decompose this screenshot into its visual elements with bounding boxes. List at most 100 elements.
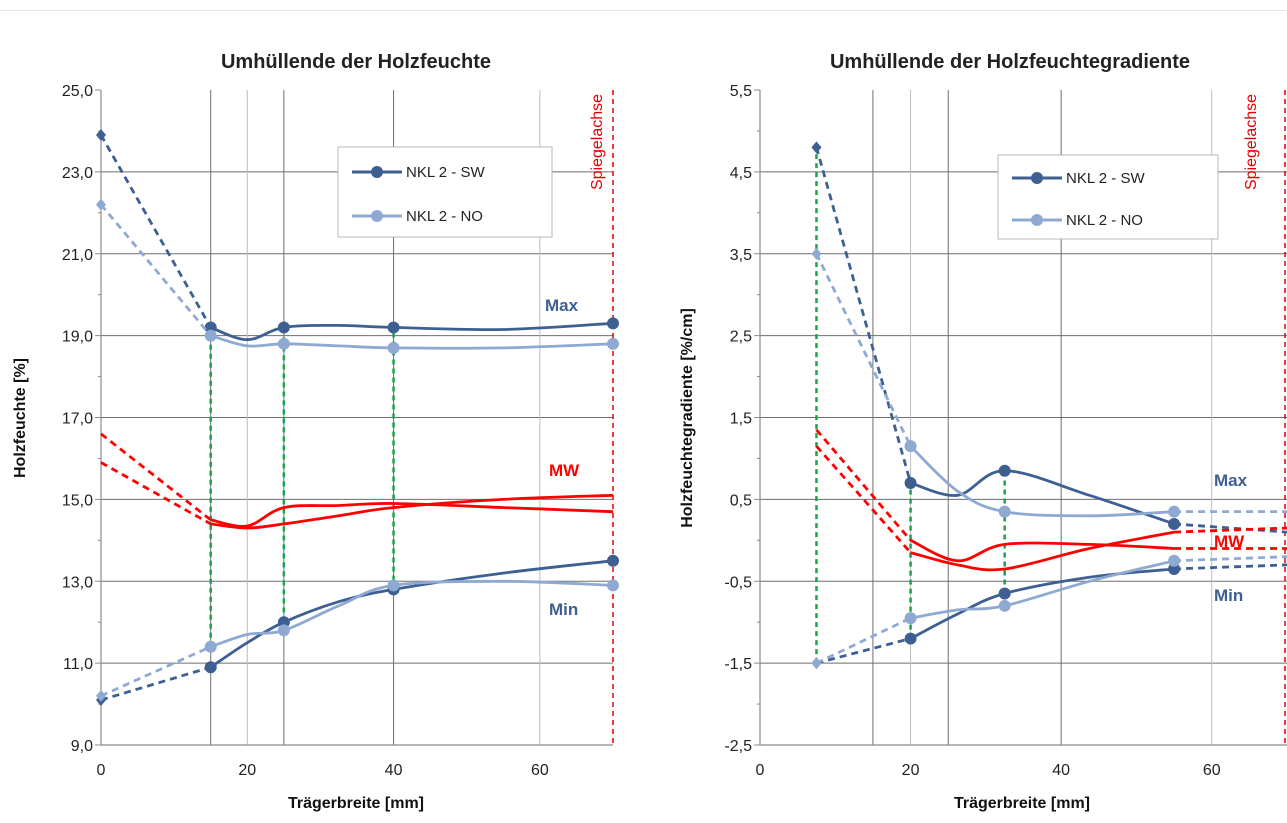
chart1-legend-box bbox=[337, 146, 553, 238]
chart2-series-min-no-point bbox=[904, 612, 917, 625]
chart2-series-max-sw-dashed-segment bbox=[815, 146, 912, 484]
chart2-series-max-sw-point bbox=[1168, 517, 1181, 530]
chart1-series-min-no-point bbox=[96, 689, 106, 702]
chart1-x-tick-label: 20 bbox=[238, 762, 256, 779]
chart1-plot: 9,0 11,0 13,0 15,0 17,0 19,0 21,0 23,0 25,0 0 20 40… bbox=[62, 83, 619, 779]
chart1-legend-sw-text: NKL 2 - SW bbox=[406, 164, 485, 181]
chart1-y-tick-label: 13,0 bbox=[62, 574, 93, 591]
chart2-series-mw-mw-dashed-segment bbox=[815, 428, 912, 542]
chart2-legend-no-text: NKL 2 - NO bbox=[1066, 212, 1143, 229]
chart1-series-max-no-line bbox=[210, 334, 614, 350]
chart1-series-max-no-point bbox=[204, 329, 217, 342]
chart2-series-max-sw-dashed-tail bbox=[1173, 522, 1287, 534]
chart2-series-mw-mw-line bbox=[909, 539, 1175, 563]
chart2-series-min-sw-dashed-tail bbox=[1174, 563, 1287, 571]
chart1-series-mw-mw-dashed-segment bbox=[100, 461, 212, 526]
chart1-series-mw-mw-dashed-segment bbox=[100, 432, 212, 521]
chart1-annotation-min: Min bbox=[549, 600, 578, 619]
chart2-y-tick-label: -0,5 bbox=[724, 574, 752, 591]
chart1-legend: NKL 2 - SW NKL 2 - NO bbox=[337, 146, 553, 238]
chart1-series-mw-mw-line bbox=[210, 493, 614, 530]
chart2-series-max-sw-line bbox=[910, 469, 1175, 526]
chart2-series-mw-mw-dashed-tail bbox=[1174, 526, 1287, 534]
chart1-title: Umhüllende der Holzfeuchte bbox=[221, 51, 491, 73]
chart2-series-max-no-point bbox=[1168, 505, 1181, 518]
chart1-series-min-no-point bbox=[607, 579, 619, 592]
chart1-annotation-max: Max bbox=[545, 296, 579, 315]
chart1-y-tick-label: 21,0 bbox=[62, 247, 93, 264]
chart1-annotation-mw: MW bbox=[549, 461, 580, 480]
chart2-series-min-no-point bbox=[998, 599, 1011, 612]
chart1-series-min-sw-dashed-segment bbox=[100, 665, 212, 702]
chart2-legend-sw-marker bbox=[1031, 172, 1043, 184]
chart2-series-min-sw-line bbox=[909, 567, 1175, 640]
chart1-y-tick-label: 11,0 bbox=[63, 656, 93, 673]
chart2-y-tick-label: 3,5 bbox=[730, 247, 752, 264]
chart1-series-max-sw-point bbox=[607, 317, 619, 330]
chart2-series-min-sw-point bbox=[904, 632, 917, 645]
chart1-series-min-sw-line bbox=[209, 559, 614, 669]
chart1-series-min-sw-point bbox=[607, 554, 619, 567]
chart2-series-min-sw-dashed-segment bbox=[816, 637, 911, 665]
chart1-series-max-no-point bbox=[277, 337, 290, 350]
chart2-series-min-sw-point bbox=[998, 587, 1011, 600]
chart2-y-tick-label: 2,5 bbox=[730, 329, 752, 346]
chart2-annotation-max: Max bbox=[1214, 471, 1248, 490]
chart2-y-tick-label: 5,5 bbox=[730, 83, 752, 100]
chart1-y-tick-label: 23,0 bbox=[62, 165, 93, 182]
chart1-y-tick-label: 15,0 bbox=[62, 492, 93, 509]
chart1-y-tick-label: 25,0 bbox=[62, 83, 93, 100]
chart1-legend-no-marker bbox=[371, 210, 383, 222]
chart2-legend-sw-text: NKL 2 - SW bbox=[1066, 170, 1145, 187]
chart1-series-min-sw-point bbox=[204, 661, 217, 674]
chart2-y-tick-label: 0,5 bbox=[730, 492, 752, 509]
chart2-annotation-min: Min bbox=[1214, 586, 1243, 605]
chart2-y-tick-label: 1,5 bbox=[730, 411, 752, 428]
chart1-x-tick-label: 60 bbox=[531, 762, 549, 779]
chart1-y-tick-label: 19,0 bbox=[62, 329, 93, 346]
chart2-x-tick-label: 0 bbox=[756, 762, 765, 779]
chart1-y-tick-label: 9,0 bbox=[71, 738, 93, 755]
chart2-series-max-no-point bbox=[998, 505, 1011, 518]
chart1-y-tick-label: 17,0 bbox=[62, 411, 93, 428]
top-divider bbox=[0, 10, 1287, 11]
chart2-legend: NKL 2 - SW NKL 2 - NO bbox=[997, 154, 1219, 240]
chart2-series-min-no-dashed-tail bbox=[1174, 555, 1287, 563]
chart2-series-max-sw-point bbox=[998, 464, 1011, 477]
chart2-plot: -2,5 -1,5 -0,5 0,5 1,5 2,5 3,5 4,5 5,5 0 20 40 60 bbox=[724, 83, 1287, 779]
chart2-x-tick-label: 20 bbox=[902, 762, 920, 779]
chart2-series-max-sw-point bbox=[904, 477, 917, 489]
chart1-spiegelachse-label: Spiegelachse bbox=[589, 94, 606, 190]
chart2-series-min-no-point bbox=[1168, 554, 1181, 567]
chart2-series-max-no-line bbox=[909, 445, 1175, 518]
chart1-series-max-no-point bbox=[96, 198, 106, 211]
chart1-series-max-no-point bbox=[607, 337, 619, 350]
chart1-series-max-sw-line bbox=[210, 321, 614, 342]
chart2-annotation-mw: MW bbox=[1214, 532, 1245, 551]
chart1-x-axis-label: Trägerbreite [mm] bbox=[288, 795, 424, 812]
chart1-series-max-sw-dashed-segment bbox=[99, 134, 212, 329]
chart2-title: Umhüllende der Holzfeuchtegradiente bbox=[830, 51, 1190, 73]
chart2-series-max-sw-point bbox=[811, 141, 822, 154]
chart2-series-mw-mw-line bbox=[910, 530, 1175, 572]
chart1-legend-sw-marker bbox=[371, 166, 383, 178]
chart2-series-min-no-dashed-segment bbox=[815, 616, 912, 665]
chart1-legend-no-text: NKL 2 - NO bbox=[406, 208, 483, 225]
chart2-series-max-no-point bbox=[811, 247, 822, 260]
chart2-x-axis-label: Trägerbreite [mm] bbox=[954, 795, 1090, 812]
chart2-y-axis-label: Holzfeuchtegradiente [%/cm] bbox=[679, 308, 696, 528]
chart2-series-max-no-point bbox=[904, 440, 917, 453]
chart1-series-min-no-point bbox=[387, 579, 400, 592]
chart2-y-tick-label: -1,5 bbox=[724, 656, 752, 673]
chart1-series-max-sw-point bbox=[387, 321, 400, 334]
chart1-series-min-no-point bbox=[277, 624, 290, 637]
chart1-series-max-sw-point bbox=[96, 129, 106, 142]
chart1-series-max-no-dashed-segment bbox=[99, 203, 212, 337]
chart2-series-min-no-line bbox=[910, 559, 1175, 620]
chart2-y-tick-label: -2,5 bbox=[724, 738, 752, 755]
chart2-x-tick-label: 40 bbox=[1052, 762, 1070, 779]
chart1-series-min-no-point bbox=[204, 640, 217, 653]
chart1-series-max-no-point bbox=[387, 341, 400, 354]
chart1-series-min-no-dashed-segment bbox=[100, 645, 212, 698]
